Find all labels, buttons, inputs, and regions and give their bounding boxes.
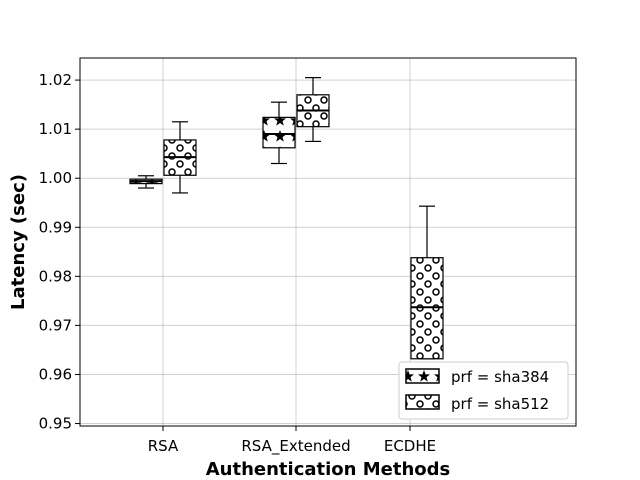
y-tick-label: 0.95 — [39, 415, 72, 433]
x-tick-label: RSA — [148, 437, 179, 455]
y-tick-label: 0.97 — [39, 316, 72, 334]
legend-frame — [398, 361, 569, 420]
y-tick-label: 0.96 — [39, 365, 72, 383]
y-tick-label: 0.98 — [39, 267, 72, 285]
y-tick-label: 0.99 — [39, 218, 72, 236]
legend: prf = sha384 prf = sha512 — [398, 361, 569, 420]
box-circles-rsa-extended — [296, 77, 330, 143]
x-axis-title: Authentication Methods — [206, 459, 451, 480]
box-stars-rsa — [129, 175, 163, 189]
tick-layer: 0.95 0.96 0.97 0.98 0.99 1.00 1.01 1.02 RSA RSA_E… — [39, 71, 437, 456]
box-layer — [129, 77, 444, 360]
grid-layer — [80, 58, 576, 426]
plot-area-frame — [79, 57, 577, 427]
y-tick-label: 1.02 — [39, 71, 72, 89]
legend-swatch-sha512 — [405, 394, 440, 410]
legend-swatch-sha384 — [405, 368, 440, 384]
box-stars-rsa-extended — [262, 101, 296, 165]
x-tick-label: ECDHE — [384, 437, 436, 455]
box-iqr — [262, 116, 296, 149]
y-tick-label: 1.00 — [39, 169, 72, 187]
box-circles-rsa — [163, 121, 197, 194]
x-tick-label: RSA_Extended — [241, 437, 350, 456]
y-tick-label: 1.01 — [39, 120, 72, 138]
y-axis-title: Latency (sec) — [8, 174, 29, 310]
legend-label-sha512: prf = sha512 — [451, 395, 549, 413]
box-circles-ecdhe — [410, 205, 444, 360]
legend-label-sha384: prf = sha384 — [451, 368, 549, 386]
